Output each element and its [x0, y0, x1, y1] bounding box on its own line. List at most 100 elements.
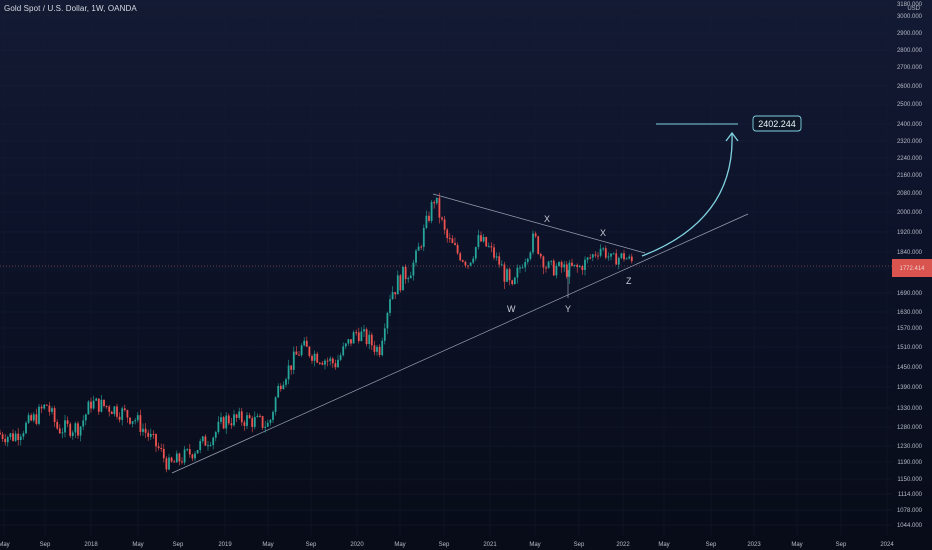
candle-body: [428, 215, 430, 221]
candle-body: [40, 406, 43, 409]
projection-arrow[interactable]: [641, 133, 733, 257]
candle-body: [355, 332, 358, 334]
candle-body: [524, 261, 527, 268]
candle-body: [342, 346, 345, 356]
price-tick-label: 1840.000: [897, 250, 923, 256]
candle-body: [498, 256, 501, 265]
candle-body: [142, 428, 144, 432]
candle-body: [396, 275, 399, 295]
price-tick-label: 2240.000: [897, 156, 923, 162]
candle-body: [300, 345, 303, 356]
candle-body: [45, 404, 48, 406]
annotation-layer: X X W Y Z 2402.244: [507, 115, 802, 314]
candle-body: [339, 355, 342, 360]
candle-body: [9, 433, 12, 438]
candle-body: [352, 332, 355, 344]
candle-body: [438, 197, 441, 218]
candle-body: [625, 258, 628, 260]
candle-body: [136, 415, 139, 421]
candle-body: [173, 461, 176, 463]
candle-body: [534, 233, 537, 237]
candle-body: [467, 265, 469, 267]
price-tick-label: 1114.000: [898, 492, 923, 498]
candle-body: [123, 408, 126, 411]
lower-trendline[interactable]: [171, 213, 749, 474]
candle-body: [1, 434, 4, 439]
time-tick-label: May: [0, 542, 10, 548]
price-tick-label: 1390.000: [897, 385, 923, 391]
candle-body: [378, 346, 381, 356]
price-tick-label: 2500.000: [897, 102, 923, 108]
candle-body: [363, 329, 365, 332]
price-tick-label: 1510.000: [897, 345, 923, 351]
price-tick-label: 1330.000: [897, 406, 923, 412]
candle-body: [368, 334, 371, 345]
upper-trendline[interactable]: [432, 193, 646, 254]
candle-body: [443, 219, 446, 230]
price-tick-label: 1690.000: [897, 291, 923, 297]
candle-body: [92, 400, 95, 409]
candle-body: [282, 384, 285, 390]
candle-body: [147, 432, 150, 437]
candle-body: [162, 448, 165, 459]
time-tick-label: May: [262, 542, 273, 548]
candle-body: [594, 254, 597, 256]
candle-body: [71, 432, 74, 436]
candle-body: [84, 414, 87, 421]
arrow-head: [725, 131, 739, 142]
candle-body: [149, 433, 152, 437]
candle-body: [495, 256, 498, 258]
candle-body: [188, 449, 191, 455]
candle-body: [186, 449, 189, 451]
price-tick-label: 2800.000: [897, 48, 923, 54]
candle-body: [82, 420, 85, 427]
candle-body: [313, 353, 316, 361]
candle-body: [277, 385, 280, 398]
candle-body: [58, 428, 61, 434]
candle-body: [373, 345, 376, 352]
candle-body: [256, 415, 259, 418]
wave-label-y: Y: [565, 304, 571, 314]
target-price-box[interactable]: [752, 115, 802, 132]
candle-body: [402, 266, 404, 291]
candle-body: [308, 346, 311, 356]
candle-body: [407, 278, 410, 280]
candle-body: [612, 253, 615, 255]
candle-body: [222, 417, 225, 429]
price-tick-label: 1280.000: [897, 425, 923, 431]
candle-layer: [0, 192, 633, 473]
candle-body: [66, 420, 69, 424]
candle-body: [264, 426, 267, 428]
candle-body: [456, 244, 459, 254]
candle-body: [25, 422, 27, 434]
candle-body: [230, 423, 233, 426]
candle-body: [529, 252, 532, 259]
time-tick-label: May: [394, 542, 405, 548]
candle-body: [4, 438, 7, 443]
price-tick-label: 3000.000: [897, 14, 923, 20]
candle-body: [90, 401, 92, 409]
candle-body: [214, 432, 217, 438]
candle-body: [357, 332, 360, 342]
candle-body: [100, 399, 103, 412]
candle-body: [207, 445, 209, 447]
candle-body: [305, 340, 308, 347]
time-tick-label: May: [132, 542, 143, 548]
candle-body: [324, 360, 326, 365]
candle-body: [144, 428, 147, 433]
candle-body: [17, 433, 20, 440]
candle-body: [0, 432, 1, 435]
price-tick-label: 2600.000: [897, 84, 923, 90]
candle-body: [129, 417, 131, 424]
candle-body: [64, 420, 66, 433]
candle-body: [537, 236, 540, 254]
time-axis[interactable]: May Sep 2018 May Sep 2019 May Sep 2020 May Sep 2021…: [0, 542, 894, 548]
candle-body: [170, 457, 173, 462]
candle-body: [318, 362, 321, 364]
candle-body: [196, 449, 199, 454]
price-axis[interactable]: USD 1772.414 3180.000 3000.000 2900.000 280…: [892, 2, 932, 529]
candle-body: [290, 365, 293, 370]
time-tick-label: 2021: [483, 542, 497, 548]
candle-body: [571, 262, 573, 266]
